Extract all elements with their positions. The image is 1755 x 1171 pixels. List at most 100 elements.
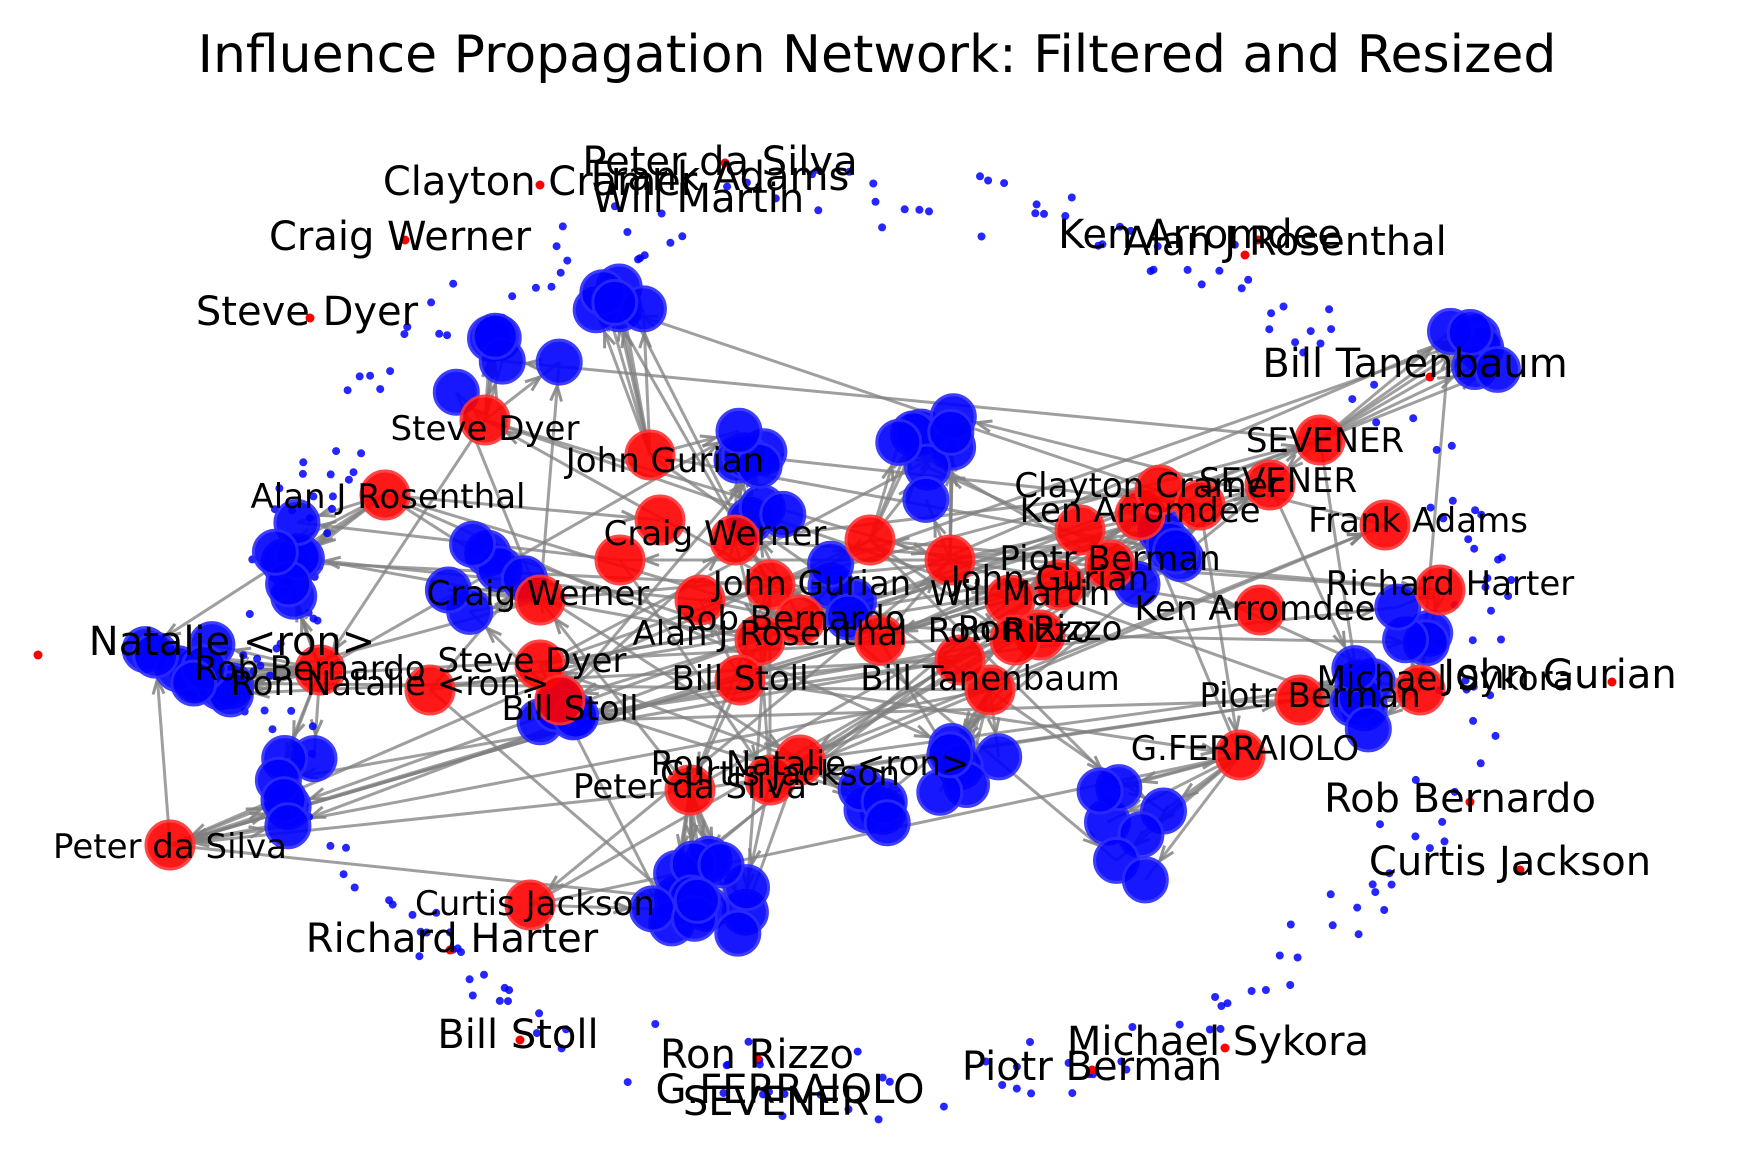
peripheral-node <box>1448 496 1457 505</box>
follower-node <box>1344 705 1392 753</box>
influencer-node <box>714 654 766 706</box>
edge-arrow <box>483 625 503 644</box>
peripheral-node <box>1012 1062 1021 1071</box>
edge-arrow <box>1437 374 1458 390</box>
peripheral-node <box>1216 1024 1225 1033</box>
peripheral-node <box>1470 544 1479 553</box>
edge-arrow <box>881 461 895 482</box>
peripheral-node <box>1426 503 1435 512</box>
edge <box>169 788 691 847</box>
peripheral-node <box>1261 986 1270 994</box>
peripheral-node <box>328 504 336 513</box>
node-label: Frank Adams <box>1308 501 1528 541</box>
node-label: Clayton Cramer <box>383 159 698 205</box>
node-label: John Gurian <box>949 559 1149 599</box>
edge-arrow <box>747 848 762 869</box>
edge-arrow <box>638 328 652 349</box>
node-label: Bill Tanenbaum <box>860 659 1120 699</box>
peripheral-node <box>759 1090 767 1099</box>
node-label: Piotr Berman <box>1199 676 1420 716</box>
peripheral-node <box>636 254 645 263</box>
peripheral-node <box>1153 242 1162 251</box>
peripheral-node <box>678 232 687 241</box>
edge <box>169 843 698 902</box>
peripheral-node <box>1299 348 1308 357</box>
peripheral-node <box>435 329 444 338</box>
follower-node <box>926 731 974 779</box>
peripheral-node <box>1425 844 1434 853</box>
influencer-node <box>734 614 786 666</box>
peripheral-node <box>813 165 822 174</box>
node-label: John Gurian <box>1440 652 1676 698</box>
peripheral-node <box>1380 906 1389 914</box>
peripheral-node <box>1215 266 1224 275</box>
peripheral-node <box>1032 200 1041 209</box>
peripheral-node <box>1328 921 1337 930</box>
follower-node <box>251 528 299 576</box>
influencer-node <box>674 574 726 626</box>
peripheral-node <box>1247 987 1256 995</box>
peripheral-node <box>328 492 337 501</box>
node-label: Bill Stoll <box>671 659 808 699</box>
edge <box>1268 484 1357 670</box>
peripheral-node <box>1469 716 1478 725</box>
peripheral-node <box>1253 235 1263 245</box>
peripheral-node <box>339 870 348 879</box>
peripheral-node <box>326 470 335 479</box>
peripheral-node <box>323 529 332 538</box>
peripheral-node <box>500 983 509 992</box>
follower-node <box>471 312 519 360</box>
influencer-node <box>844 514 896 566</box>
peripheral-node <box>350 883 359 892</box>
peripheral-node-layer <box>33 158 1617 1124</box>
peripheral-node <box>1440 837 1449 846</box>
edge <box>502 359 1321 442</box>
influencer-node <box>1234 584 1286 636</box>
edge-arrow <box>612 900 633 915</box>
peripheral-node <box>1425 372 1435 382</box>
influencer-node <box>1084 539 1136 591</box>
edge-arrow <box>602 328 617 349</box>
peripheral-node <box>623 1078 632 1087</box>
node-label: Michael Sykora <box>1317 659 1574 699</box>
peripheral-node <box>844 1105 853 1114</box>
influencer-node <box>594 534 646 586</box>
edge <box>384 493 661 522</box>
edge <box>799 331 1471 622</box>
node-label: Peter da Silva <box>582 139 857 185</box>
peripheral-node <box>1027 1089 1036 1098</box>
peripheral-node <box>1432 445 1441 454</box>
follower-node <box>697 841 745 889</box>
peripheral-node <box>1244 275 1253 284</box>
peripheral-node <box>343 386 352 395</box>
edge <box>318 419 487 671</box>
peripheral-node <box>468 991 477 1000</box>
peripheral-node <box>871 197 880 206</box>
peripheral-node <box>719 1089 728 1097</box>
node-label: Piotr Berman <box>962 1044 1222 1090</box>
node-label: Rob Bernardo <box>194 649 425 689</box>
peripheral-node <box>1468 636 1477 645</box>
influencer-node <box>934 634 986 686</box>
peripheral-node <box>1087 1065 1097 1075</box>
follower-node <box>1374 583 1422 631</box>
peripheral-node <box>1411 832 1420 841</box>
peripheral-node <box>744 1037 753 1046</box>
peripheral-node <box>275 484 284 493</box>
node-label: SEVENER <box>1199 461 1357 501</box>
peripheral-node <box>1497 553 1506 562</box>
peripheral-node <box>266 671 275 680</box>
peripheral-node <box>416 927 425 936</box>
node-label: Will Martin <box>930 574 1111 614</box>
peripheral-node <box>515 1035 525 1045</box>
peripheral-node <box>657 209 666 218</box>
node-label: G.FERRAIOLO <box>1131 729 1360 769</box>
peripheral-node <box>1068 1089 1077 1098</box>
follower-node <box>673 876 721 924</box>
peripheral-node <box>1122 1065 1131 1074</box>
peripheral-node <box>1450 787 1459 796</box>
peripheral-node <box>651 1020 660 1028</box>
peripheral-node <box>1267 309 1276 318</box>
peripheral-node <box>1286 981 1295 989</box>
peripheral-node <box>1497 635 1505 644</box>
